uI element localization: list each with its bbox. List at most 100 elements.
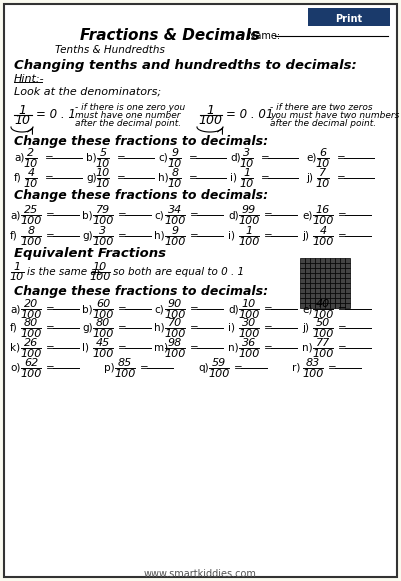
Text: 100: 100 <box>20 237 42 247</box>
Text: g): g) <box>82 231 93 241</box>
Text: a): a) <box>10 210 20 220</box>
Text: e): e) <box>302 304 312 314</box>
Bar <box>345 293 350 298</box>
Text: =: = <box>118 304 127 314</box>
Bar <box>325 288 330 293</box>
Text: Change these fractions to decimals:: Change these fractions to decimals: <box>14 285 268 299</box>
Bar <box>340 293 345 298</box>
Bar <box>340 258 345 263</box>
Bar <box>340 273 345 278</box>
Bar <box>305 288 310 293</box>
Text: j): j) <box>302 231 309 241</box>
Bar <box>320 268 325 273</box>
Bar <box>300 258 305 263</box>
Text: =: = <box>46 363 55 373</box>
Text: 98: 98 <box>168 338 182 348</box>
Text: 10: 10 <box>316 159 330 169</box>
Text: 80: 80 <box>96 318 110 328</box>
Bar <box>335 273 340 278</box>
Text: 83: 83 <box>306 358 320 368</box>
Text: =: = <box>328 363 337 373</box>
Bar <box>315 298 320 303</box>
Text: 30: 30 <box>242 318 256 328</box>
Text: f): f) <box>14 173 22 183</box>
Text: www.smartkiddies.com: www.smartkiddies.com <box>144 569 256 579</box>
Bar <box>325 283 330 288</box>
Bar <box>345 263 350 268</box>
Text: 100: 100 <box>312 329 334 339</box>
Bar <box>335 293 340 298</box>
FancyBboxPatch shape <box>308 8 390 26</box>
Text: = 0 . 1: = 0 . 1 <box>36 109 76 121</box>
Text: 1: 1 <box>243 168 251 178</box>
Text: f): f) <box>10 231 18 241</box>
Text: 100: 100 <box>92 329 114 339</box>
Bar <box>310 268 315 273</box>
Bar <box>315 263 320 268</box>
Text: d): d) <box>230 153 241 163</box>
Bar <box>325 258 330 263</box>
Text: 100: 100 <box>164 310 186 320</box>
Text: =: = <box>118 210 127 220</box>
Text: e): e) <box>306 153 316 163</box>
Text: 10: 10 <box>242 299 256 309</box>
Bar <box>300 268 305 273</box>
Text: is the same as: is the same as <box>27 267 102 277</box>
Bar <box>325 263 330 268</box>
Bar <box>330 303 335 308</box>
Bar <box>345 258 350 263</box>
Text: 100: 100 <box>92 349 114 359</box>
Bar <box>320 263 325 268</box>
Text: =: = <box>264 304 273 314</box>
Text: 60: 60 <box>96 299 110 309</box>
Text: 10: 10 <box>96 179 110 189</box>
Text: 10: 10 <box>14 114 30 127</box>
Text: 45: 45 <box>96 338 110 348</box>
Bar <box>300 293 305 298</box>
Bar <box>300 298 305 303</box>
Text: r): r) <box>292 363 300 373</box>
Text: 1: 1 <box>14 262 20 272</box>
Text: 70: 70 <box>168 318 182 328</box>
Text: h): h) <box>154 231 165 241</box>
Text: 100: 100 <box>20 216 42 226</box>
Text: g): g) <box>86 173 97 183</box>
Text: c): c) <box>154 304 164 314</box>
Text: =: = <box>190 343 199 353</box>
Text: 79: 79 <box>96 205 110 215</box>
Bar <box>340 268 345 273</box>
Text: 1: 1 <box>245 226 253 236</box>
Text: so both are equal to 0 . 1: so both are equal to 0 . 1 <box>113 267 244 277</box>
Text: =: = <box>190 210 199 220</box>
Text: =: = <box>189 153 198 163</box>
Text: d): d) <box>228 304 239 314</box>
Text: after the decimal point.: after the decimal point. <box>270 120 376 128</box>
Text: 3: 3 <box>243 148 251 158</box>
Bar <box>335 278 340 283</box>
Text: 100: 100 <box>20 310 42 320</box>
Bar <box>310 278 315 283</box>
Text: 10: 10 <box>93 262 107 272</box>
Bar <box>305 278 310 283</box>
Text: 100: 100 <box>312 310 334 320</box>
Text: =: = <box>234 363 243 373</box>
Bar <box>335 263 340 268</box>
Text: =: = <box>261 153 270 163</box>
Bar <box>310 263 315 268</box>
Text: =: = <box>46 323 55 333</box>
Text: 62: 62 <box>24 358 38 368</box>
Bar <box>300 303 305 308</box>
Bar <box>305 283 310 288</box>
Text: =: = <box>45 173 54 183</box>
Text: after the decimal point.: after the decimal point. <box>75 120 181 128</box>
Text: 100: 100 <box>238 310 260 320</box>
Text: 100: 100 <box>312 237 334 247</box>
Bar <box>340 283 345 288</box>
Text: a): a) <box>10 304 20 314</box>
Text: =: = <box>338 323 347 333</box>
Bar <box>340 263 345 268</box>
Text: 10: 10 <box>10 272 24 282</box>
Bar <box>315 278 320 283</box>
Text: =: = <box>264 323 273 333</box>
Bar <box>320 273 325 278</box>
